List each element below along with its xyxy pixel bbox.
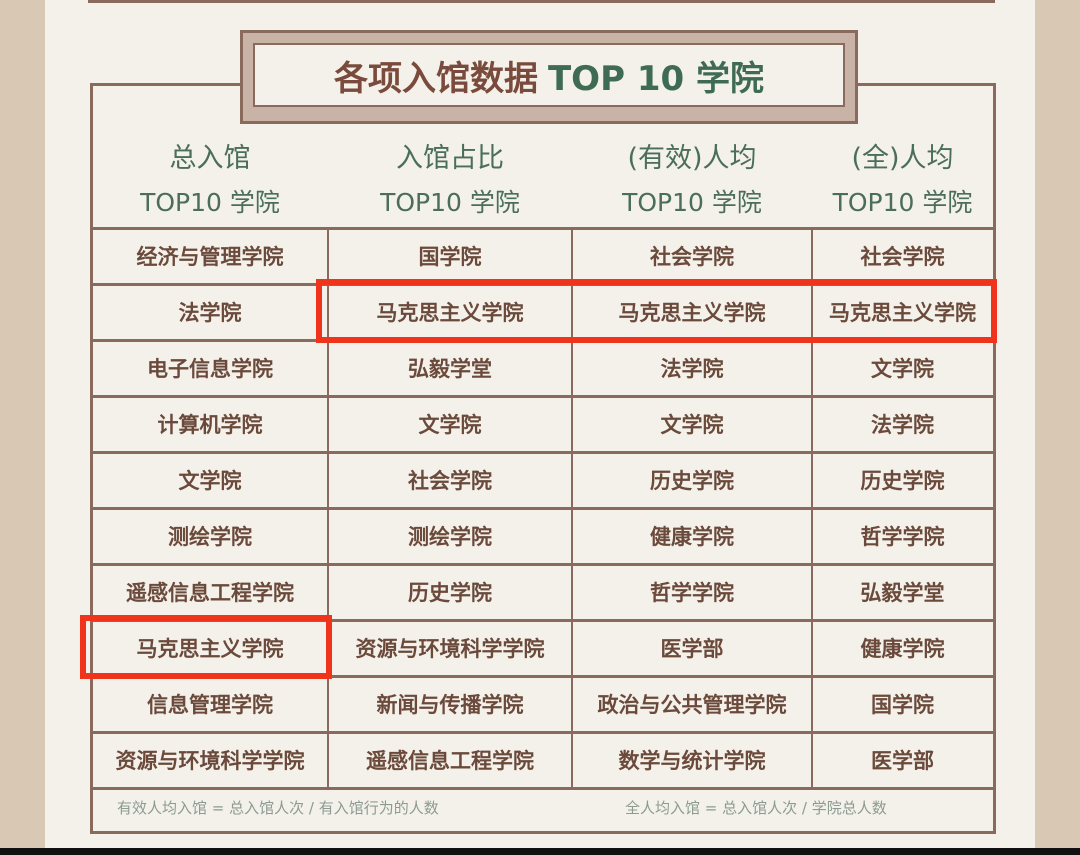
- column-divider: [811, 228, 813, 788]
- table-cell: 文学院: [660, 413, 724, 437]
- table-cell: 弘毅学堂: [860, 581, 945, 605]
- table-cell: 经济与管理学院: [136, 245, 284, 269]
- column-divider: [327, 228, 329, 788]
- row-divider: [90, 619, 996, 622]
- table-cell: 文学院: [418, 413, 482, 437]
- table-cell: 医学部: [660, 637, 724, 661]
- column-divider: [571, 228, 573, 788]
- table-cell: 法学院: [178, 301, 242, 325]
- column-header-line1: 入馆占比: [396, 143, 504, 174]
- table-cell: 国学院: [871, 693, 934, 717]
- title-part2: TOP 10 学院: [547, 58, 764, 99]
- table-cell: 社会学院: [650, 245, 734, 269]
- highlight-box: [80, 615, 332, 679]
- column-header-line2: TOP10 学院: [622, 188, 762, 217]
- table-cell: 资源与环境科学学院: [115, 749, 305, 773]
- column-header-line1: (有效)人均: [627, 143, 757, 174]
- table-cell: 文学院: [178, 469, 242, 493]
- table-cell: 国学院: [418, 245, 482, 269]
- table-cell: 马克思主义学院: [829, 301, 976, 325]
- table-cell: 健康学院: [860, 637, 945, 661]
- title-plaque: 各项入馆数据 TOP 10 学院: [240, 30, 858, 124]
- table-cell: 马克思主义学院: [376, 301, 524, 325]
- footnote-right: 全人均入馆 = 总入馆人次 / 学院总人数: [625, 799, 887, 817]
- table-cell: 历史学院: [650, 469, 734, 493]
- column-header: 入馆占比 TOP10 学院: [328, 137, 572, 225]
- row-divider: [90, 227, 996, 230]
- top-divider: [88, 0, 995, 3]
- row-divider: [90, 731, 996, 734]
- table-cell: 电子信息学院: [147, 357, 273, 381]
- table-cell: 政治与公共管理学院: [597, 693, 787, 717]
- row-divider: [90, 675, 996, 678]
- table-cell: 法学院: [660, 357, 724, 381]
- table-cell: 信息管理学院: [147, 693, 273, 717]
- column-header: (全)人均 TOP10 学院: [812, 137, 993, 225]
- table-cell: 法学院: [871, 413, 934, 437]
- table-cell: 历史学院: [408, 581, 492, 605]
- table-cell: 马克思主义学院: [618, 301, 766, 325]
- row-divider: [90, 563, 996, 566]
- table-cell: 社会学院: [860, 245, 945, 269]
- column-header: (有效)人均 TOP10 学院: [572, 137, 812, 225]
- column-header-line2: TOP10 学院: [832, 188, 973, 217]
- table-cell: 文学院: [871, 357, 934, 381]
- table-cell: 弘毅学堂: [408, 357, 492, 381]
- title-part1: 各项入馆数据: [333, 58, 538, 99]
- table-cell: 新闻与传播学院: [376, 693, 524, 717]
- column-header-line1: 总入馆: [169, 143, 251, 174]
- column-header: 总入馆 TOP10 学院: [92, 137, 328, 225]
- poster-panel: [45, 0, 1035, 848]
- table-cell: 测绘学院: [168, 525, 252, 549]
- table-cell: 遥感信息工程学院: [126, 581, 294, 605]
- table-cell: 哲学学院: [650, 581, 734, 605]
- bottom-bar: [0, 848, 1080, 855]
- table-cell: 医学部: [871, 749, 934, 773]
- table-cell: 资源与环境科学学院: [355, 637, 545, 661]
- table-cell: 计算机学院: [157, 413, 263, 437]
- row-divider: [90, 451, 996, 454]
- footnote-left: 有效人均入馆 = 总入馆人次 / 有入馆行为的人数: [117, 799, 439, 817]
- column-header-line2: TOP10 学院: [380, 188, 520, 217]
- column-header-line2: TOP10 学院: [140, 188, 280, 217]
- table-cell: 测绘学院: [408, 525, 492, 549]
- table-cell: 哲学学院: [860, 525, 945, 549]
- highlight-box: [316, 279, 997, 343]
- table-cell: 遥感信息工程学院: [366, 749, 534, 773]
- table-cell: 马克思主义学院: [136, 637, 284, 661]
- table-cell: 健康学院: [650, 525, 734, 549]
- row-divider: [90, 507, 996, 510]
- column-header-line1: (全)人均: [851, 143, 954, 174]
- table-cell: 数学与统计学院: [618, 749, 766, 773]
- row-divider: [90, 395, 996, 398]
- table-cell: 社会学院: [408, 469, 492, 493]
- table-cell: 历史学院: [860, 469, 945, 493]
- row-divider: [90, 787, 996, 790]
